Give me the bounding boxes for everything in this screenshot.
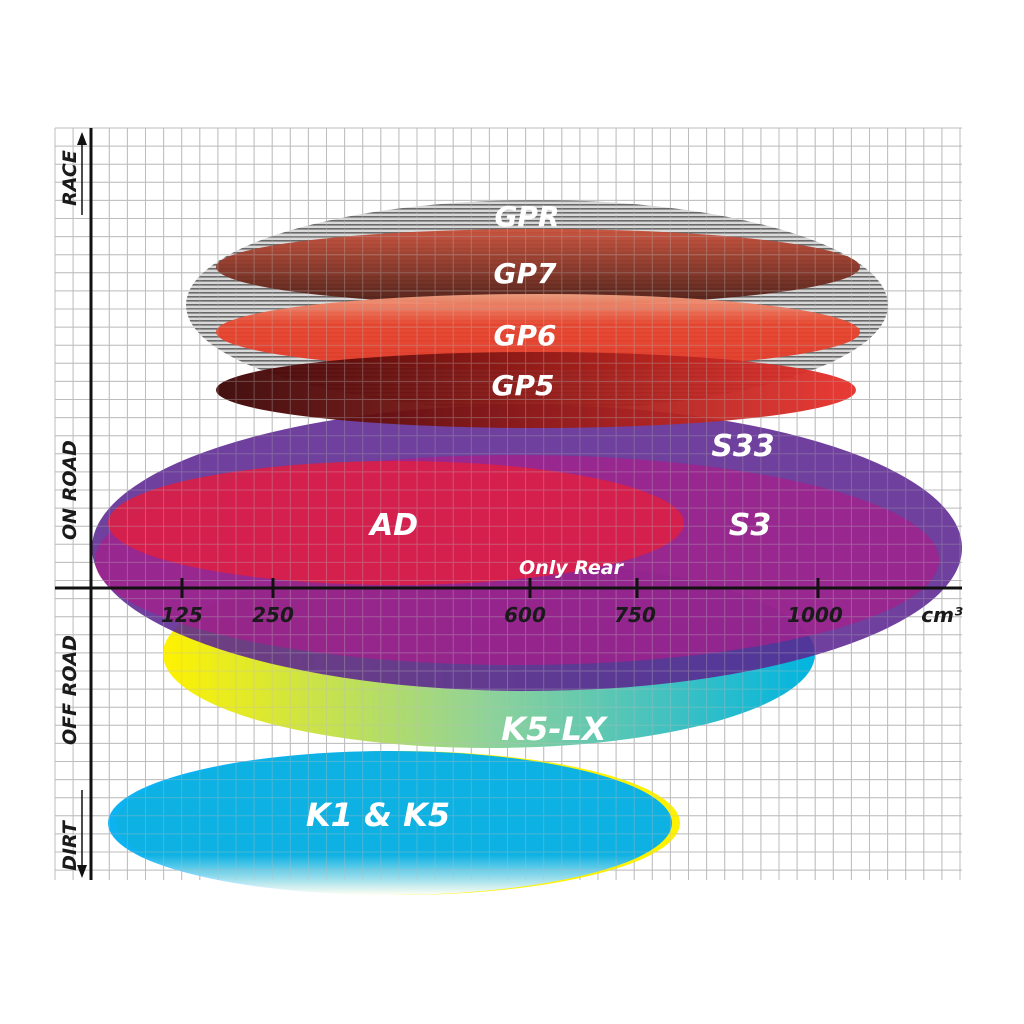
y-label-off-road: OFF ROAD xyxy=(59,635,81,745)
range-gp5 xyxy=(216,352,856,428)
range-k1-k5 xyxy=(108,751,672,895)
x-ticks: 125 250 600 750 1000 cm³ xyxy=(161,578,963,627)
arrow-down-icon xyxy=(77,865,87,878)
x-unit: cm³ xyxy=(921,603,963,627)
label-ad: AD xyxy=(368,508,418,543)
label-gp5: GP5 xyxy=(492,369,555,402)
grid-overlay xyxy=(54,127,962,880)
range-gp6 xyxy=(216,294,860,370)
label-s33: S33 xyxy=(711,429,774,464)
label-gpr: GPR xyxy=(494,200,559,233)
tick-label: 750 xyxy=(614,603,656,627)
arrow-up-icon xyxy=(77,132,87,145)
label-gp6: GP6 xyxy=(494,319,557,352)
range-gp7 xyxy=(216,229,860,305)
range-ad xyxy=(108,461,684,585)
label-k5lx: K5-LX xyxy=(501,710,608,748)
tick-label: 250 xyxy=(252,603,294,627)
tick-label: 125 xyxy=(161,603,203,627)
y-label-dirt: DIRT xyxy=(59,819,81,871)
label-gp7: GP7 xyxy=(494,257,558,290)
tick-label: 1000 xyxy=(787,603,843,627)
y-label-on-road: ON ROAD xyxy=(59,440,81,540)
y-label-race: RACE xyxy=(59,150,81,206)
label-only-rear: Only Rear xyxy=(519,557,625,579)
tick-label: 600 xyxy=(504,603,546,627)
label-s3: S3 xyxy=(729,508,771,543)
label-k1-k5: K1 & K5 xyxy=(306,796,450,834)
